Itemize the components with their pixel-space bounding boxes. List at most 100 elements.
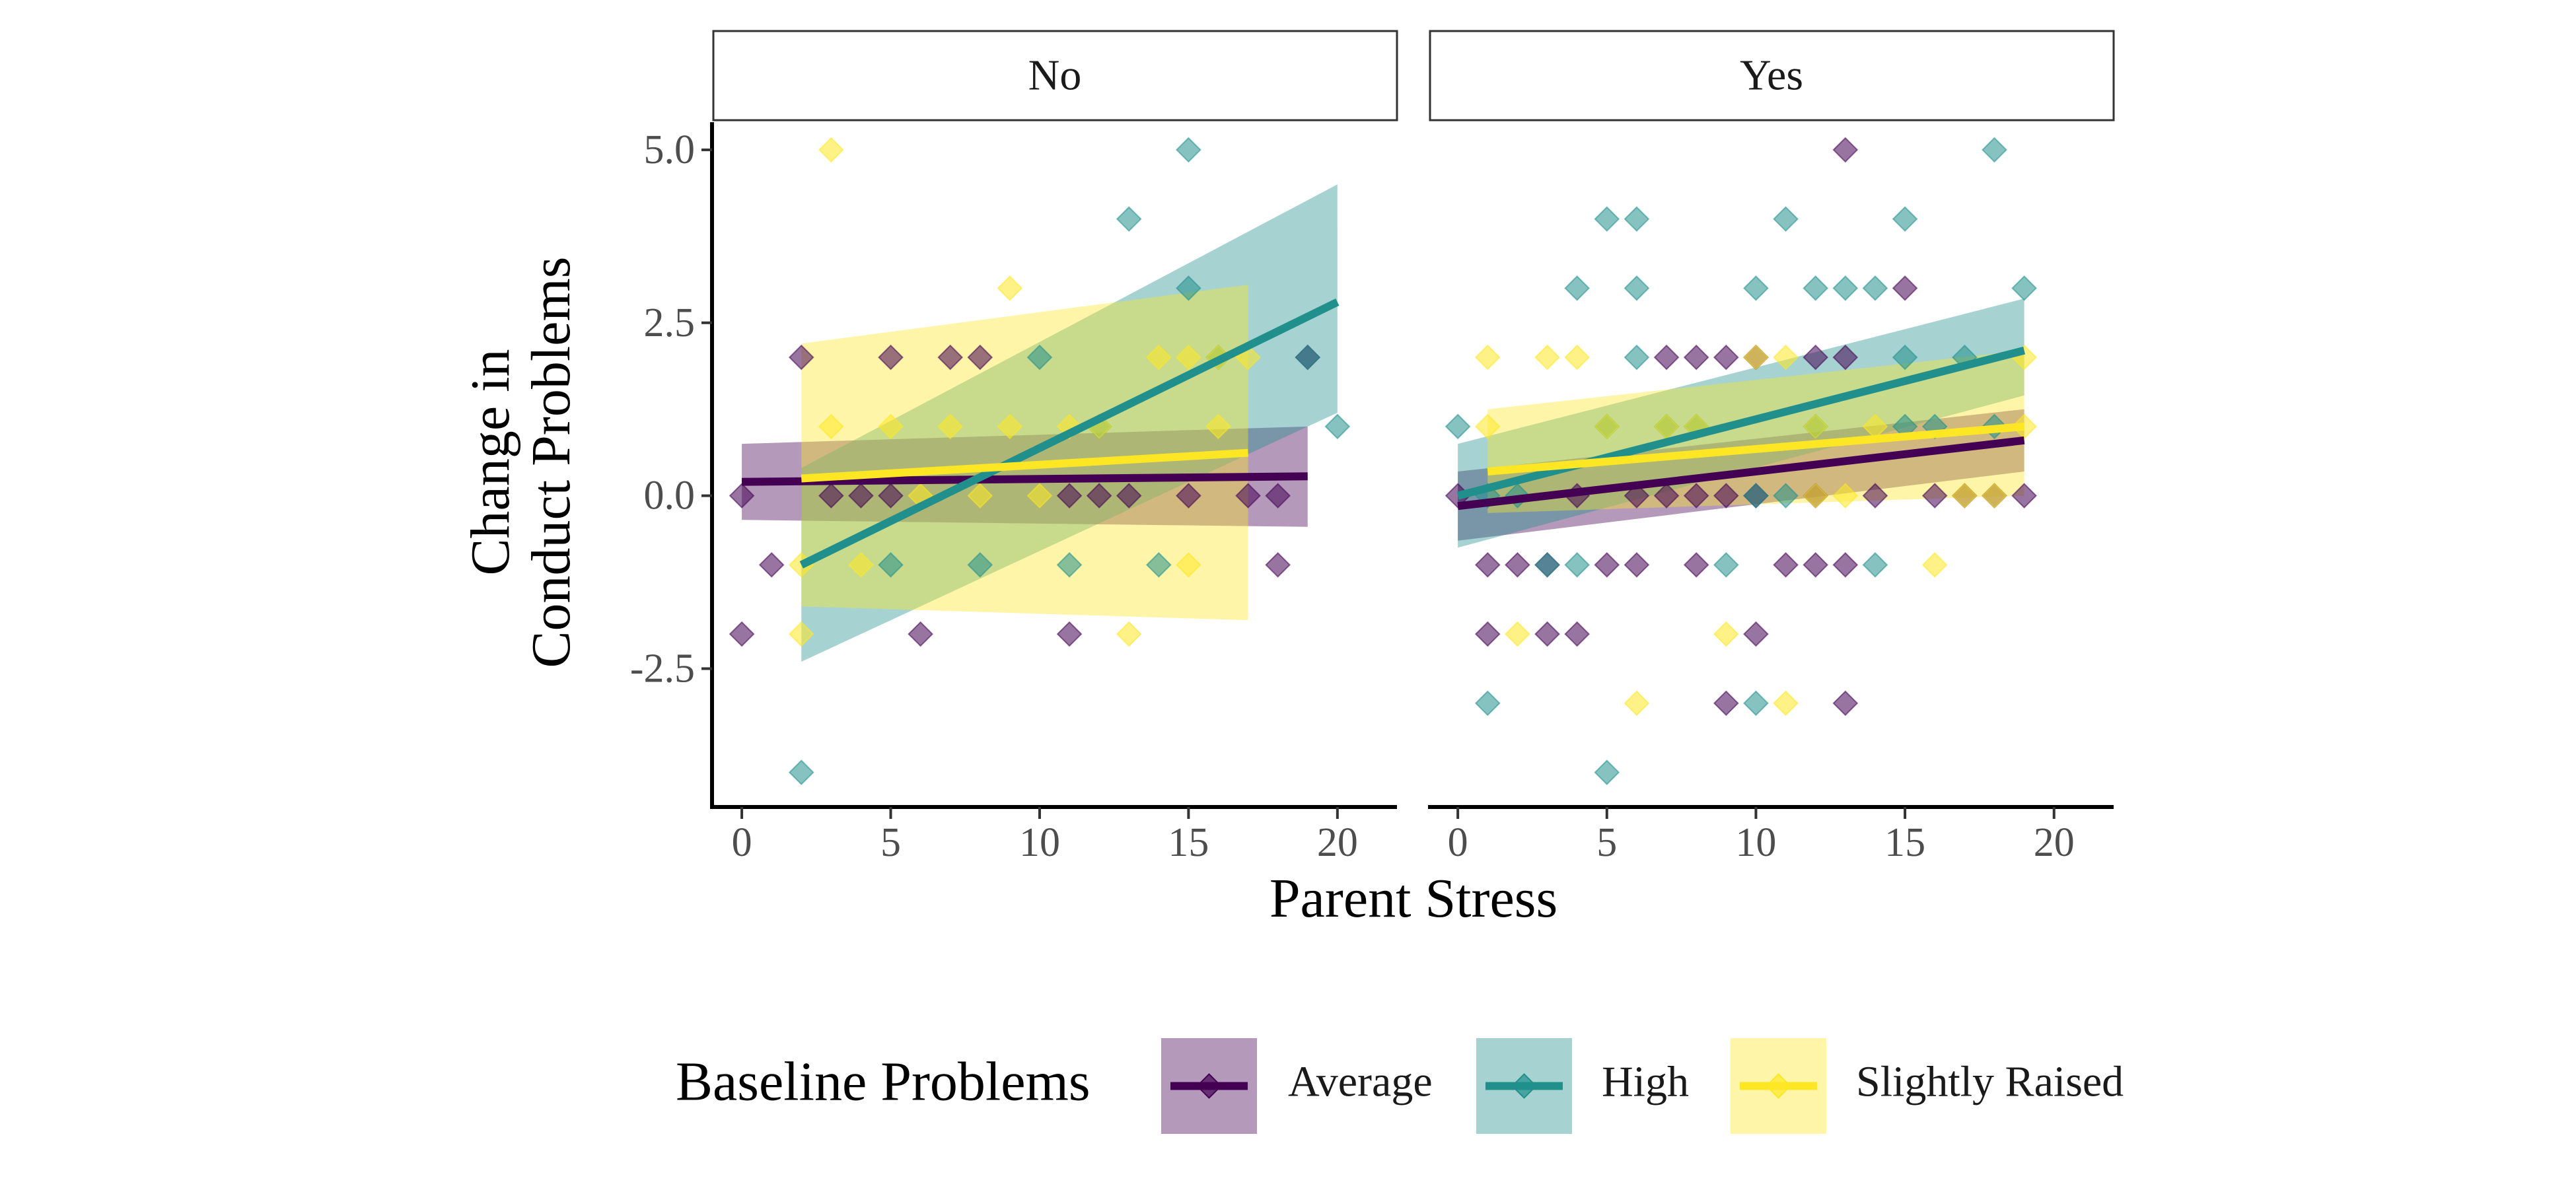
data-point-high-no — [878, 551, 904, 578]
data-point-average-yes — [1504, 551, 1530, 578]
data-point-average-yes — [1624, 551, 1650, 578]
data-point-average-no — [788, 344, 814, 370]
x-tick-label: 10 — [1019, 820, 1060, 865]
x-tick-label: 5 — [1596, 820, 1617, 865]
legend-label-slightly-raised: Slightly Raised — [1856, 1058, 2124, 1106]
x-tick-label: 0 — [732, 820, 752, 865]
y-axis-title-line-2: Conduct Problems — [520, 257, 582, 668]
data-point-high-yes — [1743, 483, 1769, 509]
data-point-slightly-raised-no — [937, 413, 964, 440]
data-point-slightly-raised-no — [967, 483, 993, 509]
x-tick-label: 0 — [1448, 820, 1468, 865]
data-point-high-yes — [1743, 690, 1769, 717]
data-point-high-no — [1324, 413, 1351, 440]
y-tick-label: -2.5 — [630, 647, 695, 691]
data-point-average-no — [878, 483, 904, 509]
data-point-average-no — [1056, 483, 1083, 509]
x-axis-title: Parent Stress — [1270, 868, 1557, 929]
data-point-average-no — [1086, 483, 1112, 509]
data-point-high-yes — [1474, 690, 1501, 717]
x-tick-label: 5 — [880, 820, 901, 865]
legend-label-average: Average — [1288, 1058, 1433, 1106]
data-point-slightly-raised-no — [1205, 413, 1231, 440]
data-point-average-yes — [1832, 137, 1859, 163]
data-point-average-yes — [1474, 551, 1501, 578]
data-point-slightly-raised-yes — [1534, 344, 1560, 370]
data-point-average-yes — [1713, 483, 1739, 509]
data-point-slightly-raised-yes — [1474, 413, 1501, 440]
data-point-slightly-raised-yes — [2011, 413, 2038, 440]
facet-label-no: No — [1028, 52, 1082, 100]
data-point-slightly-raised-no — [997, 275, 1023, 301]
data-point-average-no — [908, 621, 934, 647]
data-point-high-yes — [1713, 551, 1739, 578]
fit-line-slightly-raised-yes — [1487, 422, 2025, 475]
fit-line-slightly-raised-no — [801, 448, 1248, 483]
fit-line-average-yes — [1457, 436, 2025, 510]
x-tick-label: 20 — [1317, 820, 1358, 865]
legend-label-high: High — [1602, 1058, 1689, 1106]
y-tick-label: 2.5 — [644, 300, 696, 345]
data-point-high-yes — [1534, 551, 1560, 578]
data-point-high-yes — [1564, 275, 1591, 301]
data-point-high-no — [1175, 275, 1201, 301]
data-point-average-no — [729, 621, 755, 647]
data-point-average-yes — [1862, 483, 1888, 509]
data-point-average-yes — [1683, 551, 1709, 578]
data-point-high-yes — [1564, 551, 1591, 578]
fit-line-high-yes — [1456, 346, 2026, 500]
x-tick-label: 15 — [1168, 820, 1209, 865]
data-point-slightly-raised-yes — [1803, 413, 1829, 440]
data-point-average-no — [848, 483, 874, 509]
x-tick-label: 10 — [1735, 820, 1776, 865]
data-point-average-yes — [1653, 483, 1680, 509]
legend-key-diamond — [1511, 1073, 1537, 1099]
y-axis-ticks: 5.0 2.5 0.0 -2.5 — [630, 127, 712, 691]
data-point-slightly-raised-yes — [1594, 413, 1620, 440]
x-axis-ticks: 0 5 10 15 20 0 5 10 15 20 — [732, 807, 2075, 865]
y-axis-title-line-1: Change in — [460, 349, 521, 576]
data-point-slightly-raised-yes — [1713, 621, 1739, 647]
data-point-average-yes — [1594, 551, 1620, 578]
data-point-slightly-raised-no — [848, 551, 874, 578]
data-point-average-no — [818, 483, 844, 509]
data-point-average-no — [878, 344, 904, 370]
data-point-high-yes — [1892, 344, 1918, 370]
data-point-slightly-raised-no — [818, 413, 844, 440]
data-point-high-yes — [2011, 275, 2038, 301]
data-point-average-yes — [1832, 690, 1859, 717]
data-point-high-no — [1145, 551, 1172, 578]
data-point-slightly-raised-yes — [1832, 483, 1859, 509]
data-point-high-yes — [1624, 275, 1650, 301]
panel-yes — [1445, 137, 2038, 786]
data-point-slightly-raised-no — [788, 621, 814, 647]
data-point-slightly-raised-no — [1116, 621, 1142, 647]
facet-strip-no: No — [712, 30, 1398, 122]
data-point-high-yes — [1624, 206, 1650, 232]
panel-no — [729, 137, 1351, 786]
legend-key-diamond — [1766, 1073, 1791, 1099]
legend-key-diamond — [1196, 1073, 1222, 1099]
data-point-slightly-raised-no — [1175, 344, 1201, 370]
data-point-average-no — [758, 551, 785, 578]
data-point-slightly-raised-yes — [1982, 483, 2007, 509]
data-point-slightly-raised-no — [1145, 344, 1172, 370]
confidence-band-slightly-raised-yes — [1487, 350, 2024, 513]
data-point-average-yes — [1832, 344, 1859, 370]
data-point-average-yes — [1773, 551, 1799, 578]
data-point-high-yes — [1982, 137, 2007, 163]
data-point-average-yes — [1683, 483, 1709, 509]
data-point-high-yes — [1862, 275, 1888, 301]
legend-item-average: Average — [1161, 1038, 1433, 1134]
data-point-average-yes — [1534, 621, 1560, 647]
data-point-slightly-raised-no — [997, 413, 1023, 440]
legend-item-high: High — [1476, 1038, 1689, 1134]
data-point-average-yes — [1713, 344, 1739, 370]
data-point-high-yes — [1773, 206, 1799, 232]
data-point-high-yes — [1862, 551, 1888, 578]
data-point-slightly-raised-yes — [1474, 344, 1501, 370]
data-point-high-yes — [1445, 413, 1471, 440]
data-point-slightly-raised-yes — [1773, 344, 1799, 370]
data-point-average-no — [1235, 483, 1261, 509]
